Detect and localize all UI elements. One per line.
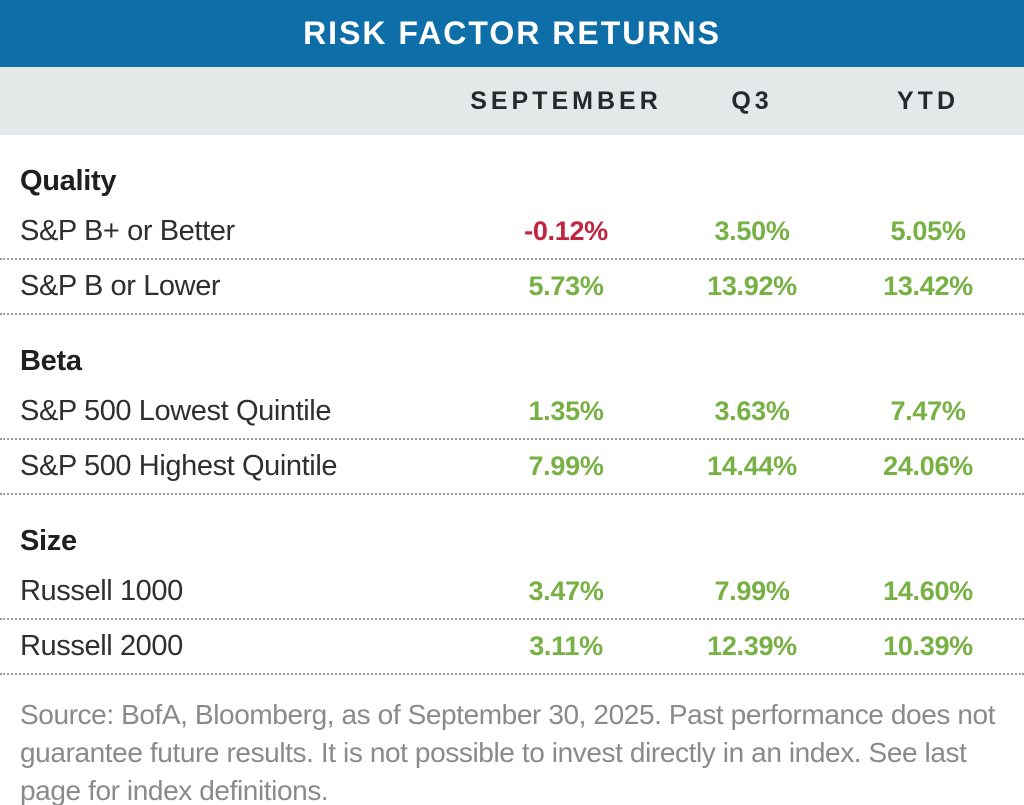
section-quality: Quality S&P B+ or Better -0.12% 3.50% 5.… (0, 165, 1024, 315)
value-q3: 13.92% (707, 271, 797, 301)
value-september: 7.99% (528, 451, 604, 481)
row-label: Russell 2000 (20, 630, 183, 662)
table-row: S&P 500 Lowest Quintile 1.35% 3.63% 7.47… (0, 385, 1024, 440)
value-september: 3.47% (528, 576, 604, 606)
value-ytd: 5.05% (890, 216, 966, 246)
value-ytd: 10.39% (883, 631, 973, 661)
table-row: S&P B or Lower 5.73% 13.92% 13.42% (0, 260, 1024, 315)
table-row: Russell 1000 3.47% 7.99% 14.60% (0, 565, 1024, 620)
value-september: -0.12% (524, 216, 608, 246)
value-q3: 7.99% (714, 576, 790, 606)
table-row: S&P 500 Highest Quintile 7.99% 14.44% 24… (0, 440, 1024, 495)
value-q3: 3.50% (714, 216, 790, 246)
source-note: Source: BofA, Bloomberg, as of September… (20, 699, 996, 805)
row-label: Russell 1000 (20, 575, 183, 607)
column-header-ytd: YTD (897, 86, 959, 115)
table-title-bar: RISK FACTOR RETURNS (0, 0, 1024, 67)
value-ytd: 7.47% (890, 396, 966, 426)
value-q3: 14.44% (707, 451, 797, 481)
row-label: S&P 500 Highest Quintile (20, 450, 338, 482)
column-header-band: SEPTEMBER Q3 YTD (0, 67, 1024, 135)
table-row: Russell 2000 3.11% 12.39% 10.39% (0, 620, 1024, 675)
section-title: Beta (20, 345, 82, 377)
section-title: Quality (20, 165, 117, 197)
table-title: RISK FACTOR RETURNS (303, 15, 721, 51)
table-row: S&P B+ or Better -0.12% 3.50% 5.05% (0, 205, 1024, 260)
section-size: Size Russell 1000 3.47% 7.99% 14.60% Rus… (0, 525, 1024, 675)
value-q3: 3.63% (714, 396, 790, 426)
value-ytd: 24.06% (883, 451, 973, 481)
value-september: 5.73% (528, 271, 604, 301)
section-title: Size (20, 525, 77, 557)
value-ytd: 13.42% (883, 271, 973, 301)
value-september: 1.35% (528, 396, 604, 426)
column-header-q3: Q3 (731, 86, 773, 115)
column-header-september: SEPTEMBER (470, 86, 662, 115)
value-q3: 12.39% (707, 631, 797, 661)
value-ytd: 14.60% (883, 576, 973, 606)
row-label: S&P B+ or Better (20, 215, 235, 247)
value-september: 3.11% (529, 631, 603, 661)
row-label: S&P B or Lower (20, 270, 221, 302)
row-label: S&P 500 Lowest Quintile (20, 395, 332, 427)
section-beta: Beta S&P 500 Lowest Quintile 1.35% 3.63%… (0, 345, 1024, 495)
